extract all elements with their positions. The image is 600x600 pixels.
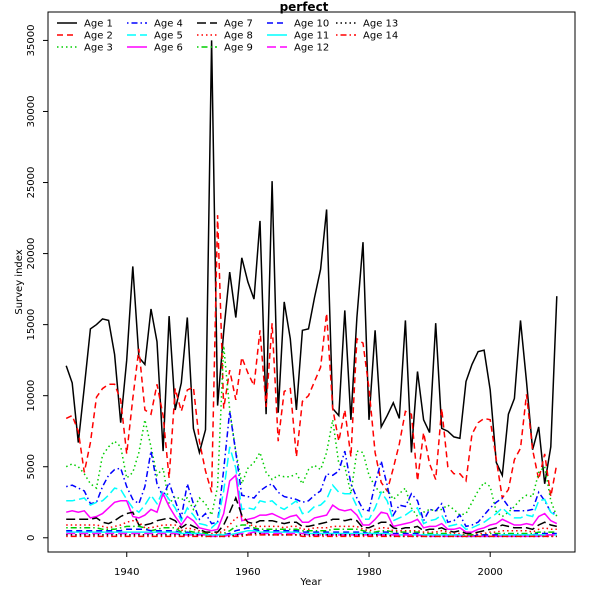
legend-label: Age 4	[154, 19, 183, 30]
series-line-age-6	[66, 473, 558, 533]
series-line-age-8	[66, 515, 557, 536]
legend-label: Age 3	[84, 43, 113, 54]
y-tick-label: 15000	[26, 309, 37, 341]
x-axis: 1940 1960 1980 2000	[114, 552, 503, 578]
series-line-age-9	[66, 524, 557, 536]
series-line-age-4	[66, 411, 557, 528]
y-axis-title: Survey index	[14, 249, 25, 314]
y-tick-label: 0	[26, 535, 37, 541]
x-tick-label: 1960	[235, 567, 260, 578]
series-line-age-13	[66, 532, 557, 538]
legend-label: Age 5	[154, 31, 183, 42]
legend-label: Age 1	[84, 19, 113, 30]
legend-label: Age 7	[224, 19, 253, 30]
y-tick-label: 35000	[26, 25, 37, 57]
y-axis: 0 5000 10000 15000 20000 25000 30000 35000	[26, 25, 48, 541]
legend-label: Age 11	[294, 31, 329, 42]
legend-label: Age 8	[224, 31, 253, 42]
series-line-age-7	[66, 495, 557, 535]
chart-title: perfect	[280, 0, 329, 14]
plot-frame	[47, 11, 576, 553]
y-tick-label: 30000	[26, 96, 37, 128]
legend-label: Age 9	[224, 43, 253, 54]
y-tick-label: 25000	[26, 167, 37, 199]
series-line-age-5	[66, 446, 558, 531]
x-tick-label: 1980	[356, 567, 381, 578]
legend-label: Age 13	[363, 19, 398, 30]
x-axis-title: Year	[299, 577, 322, 588]
y-tick-label: 20000	[26, 238, 37, 270]
legend-label: Age 12	[294, 43, 329, 54]
y-tick-label: 10000	[26, 380, 37, 412]
legend-label: Age 2	[84, 31, 113, 42]
series-group	[65, 40, 558, 538]
series-line-age-1	[65, 40, 558, 484]
legend-label: Age 6	[154, 43, 183, 54]
series-line-age-14	[66, 534, 557, 538]
x-tick-label: 1940	[114, 567, 139, 578]
series-line-age-3	[65, 345, 558, 518]
legend-label: Age 14	[363, 31, 398, 42]
x-tick-label: 2000	[477, 567, 502, 578]
series-line-age-2	[65, 215, 558, 500]
y-tick-label: 5000	[26, 454, 37, 479]
legend-label: Age 10	[294, 19, 329, 30]
